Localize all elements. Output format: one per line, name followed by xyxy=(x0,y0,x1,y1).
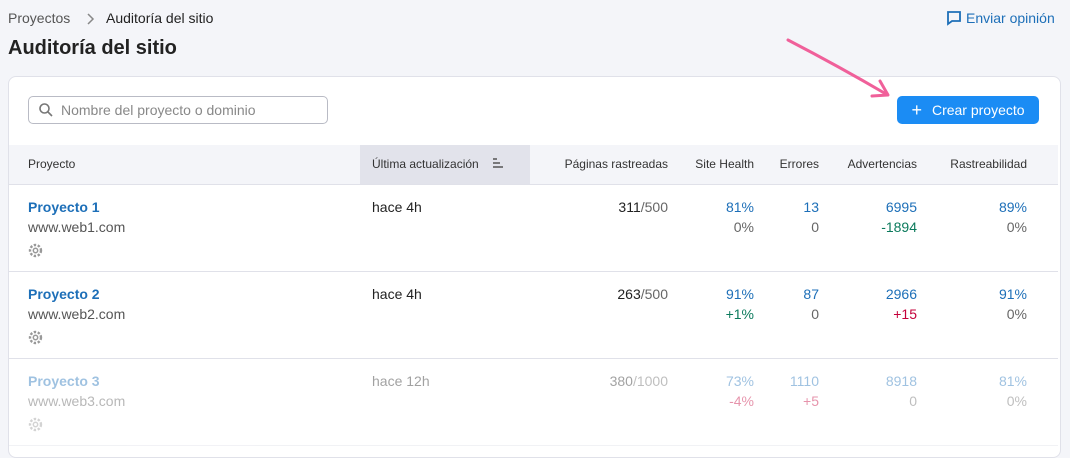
column-header[interactable]: Última actualización xyxy=(372,157,479,171)
errors-change: 0 xyxy=(811,306,819,322)
page-title: Auditoría del sitio xyxy=(8,37,177,59)
annotation-arrow xyxy=(786,38,890,98)
site-health[interactable]: 91% xyxy=(725,286,754,302)
project-domain: www.web2.com xyxy=(28,306,126,322)
settings-icon[interactable] xyxy=(27,416,44,438)
search-icon xyxy=(39,103,53,117)
search-input[interactable] xyxy=(28,96,328,124)
search-placeholder: Nombre del proyecto o dominio xyxy=(61,102,256,118)
settings-icon[interactable] xyxy=(27,242,44,264)
pages-crawled: 263 xyxy=(617,286,641,302)
crawlability[interactable]: 81% xyxy=(998,373,1027,389)
pages-limit: /1000 xyxy=(632,373,668,389)
pages-limit: /500 xyxy=(640,199,668,215)
warnings[interactable]: 2966 xyxy=(885,286,917,302)
pages-crawled: 380 xyxy=(609,373,633,389)
crawlability[interactable]: 89% xyxy=(998,199,1027,215)
site-health[interactable]: 73% xyxy=(725,373,754,389)
crawlability-change: 0% xyxy=(1006,306,1027,322)
site-health[interactable]: 81% xyxy=(725,199,754,215)
crawlability-change: 0% xyxy=(1006,393,1027,409)
column-header[interactable]: Rastreabilidad xyxy=(950,157,1027,171)
sorted-column-header[interactable] xyxy=(360,145,530,184)
page: Proyectos Auditoría del sitio Enviar opi… xyxy=(8,10,1061,458)
pages-crawled: 311 xyxy=(618,199,641,215)
settings-icon[interactable] xyxy=(27,329,44,351)
errors-change: +5 xyxy=(803,393,819,409)
errors[interactable]: 13 xyxy=(803,199,819,215)
last-updated: hace 4h xyxy=(372,199,422,215)
last-updated: hace 12h xyxy=(372,373,430,389)
site-health-change: -4% xyxy=(729,393,754,409)
warnings-change: 0 xyxy=(909,393,917,409)
breadcrumb-link[interactable]: Proyectos xyxy=(8,10,71,26)
errors[interactable]: 87 xyxy=(803,286,819,302)
project-name[interactable]: Proyecto 1 xyxy=(28,199,100,215)
crawlability[interactable]: 91% xyxy=(998,286,1027,302)
table-header xyxy=(9,145,1058,185)
pages-limit: /500 xyxy=(640,286,668,302)
column-header[interactable]: Proyecto xyxy=(28,157,76,171)
crawlability-change: 0% xyxy=(1006,219,1027,235)
last-updated: hace 4h xyxy=(372,286,422,302)
breadcrumb-separator xyxy=(87,13,95,25)
project-domain: www.web3.com xyxy=(28,393,126,409)
feedback-icon xyxy=(947,11,961,26)
errors[interactable]: 1110 xyxy=(789,373,819,389)
errors-change: 0 xyxy=(811,219,819,235)
project-domain: www.web1.com xyxy=(28,219,126,235)
site-health-change: 0% xyxy=(733,219,754,235)
warnings[interactable]: 8918 xyxy=(885,373,917,389)
column-header[interactable]: Site Health xyxy=(695,157,754,171)
column-header[interactable]: Páginas rastreadas xyxy=(564,157,668,171)
warnings[interactable]: 6995 xyxy=(885,199,917,215)
card xyxy=(8,76,1061,458)
warnings-change: +15 xyxy=(893,306,917,322)
project-name[interactable]: Proyecto 3 xyxy=(28,373,100,389)
site-health-change: +1% xyxy=(725,306,754,322)
column-header[interactable]: Advertencias xyxy=(847,157,917,171)
column-header[interactable]: Errores xyxy=(779,157,819,171)
create-button[interactable]: + Crear proyecto xyxy=(897,96,1039,124)
row-divider xyxy=(9,272,1058,359)
create-button-label: Crear proyecto xyxy=(931,102,1025,118)
project-name[interactable]: Proyecto 2 xyxy=(28,286,100,302)
breadcrumb-current: Auditoría del sitio xyxy=(106,10,214,26)
row-divider xyxy=(9,185,1058,272)
feedback-link[interactable]: Enviar opinión xyxy=(966,10,1055,26)
warnings-change: -1894 xyxy=(881,219,917,235)
sort-icon xyxy=(493,158,503,168)
